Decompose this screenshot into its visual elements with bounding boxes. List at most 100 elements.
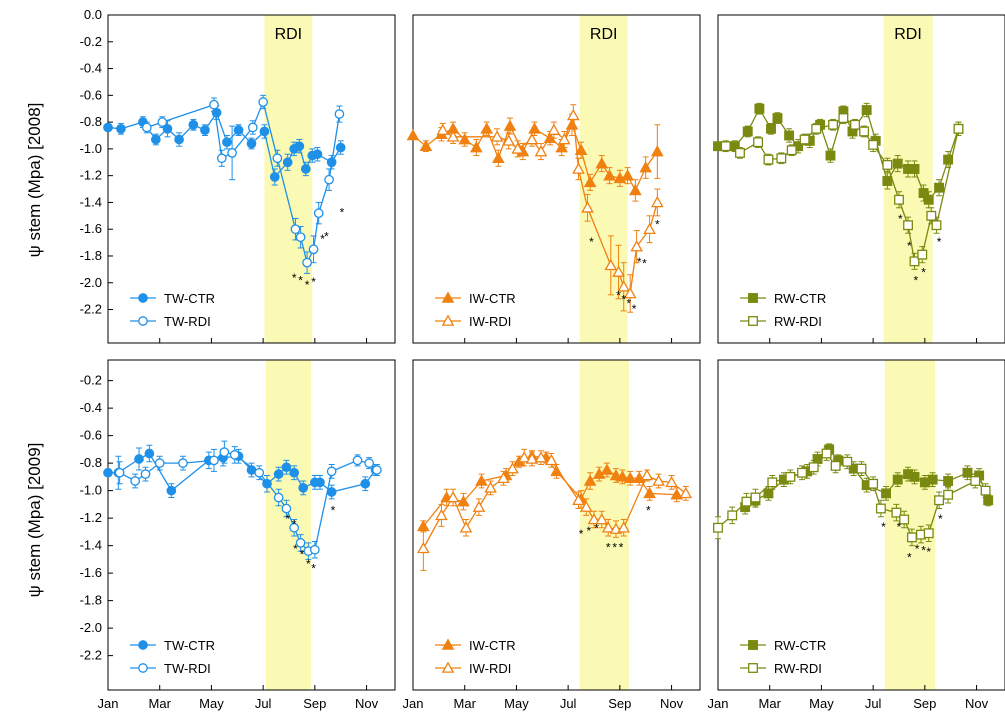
- data-point: [282, 157, 293, 168]
- data-point: [894, 194, 904, 205]
- data-point: [272, 153, 283, 164]
- x-tick-label: Sep: [303, 696, 326, 711]
- x-tick-label: Nov: [660, 696, 684, 711]
- data-point: [856, 463, 867, 474]
- data-point: [766, 123, 776, 134]
- data-point: [970, 476, 981, 486]
- data-point: [269, 172, 280, 182]
- significance-star: *: [897, 520, 902, 534]
- data-point: [595, 512, 609, 525]
- significance-star: *: [915, 542, 920, 556]
- legend-marker: [748, 663, 758, 673]
- data-point: [651, 145, 664, 157]
- y-tick-label: -1.0: [80, 141, 102, 156]
- data-point: [188, 119, 199, 130]
- y-tick-label: -2.2: [80, 648, 102, 663]
- x-tick-label: Jan: [708, 696, 729, 711]
- x-tick-label: Sep: [913, 696, 936, 711]
- significance-star: *: [594, 521, 599, 535]
- significance-star: *: [311, 275, 316, 289]
- data-point: [572, 493, 585, 506]
- data-point: [166, 485, 177, 496]
- legend-label: TW-CTR: [164, 638, 215, 653]
- series-rw-ctr: [740, 443, 994, 515]
- data-point: [713, 522, 723, 533]
- x-tick-label: Nov: [355, 696, 379, 711]
- y-axis-label-2008: ψ stem (Mpa) [2008]: [25, 103, 44, 258]
- legend-entry-iw-ctr: IW-CTR: [435, 638, 516, 653]
- data-point: [503, 119, 517, 131]
- legend-entry-rw-ctr: RW-CTR: [740, 638, 826, 653]
- plot-frame: [717, 359, 1005, 691]
- data-point: [612, 265, 625, 277]
- data-point: [881, 488, 892, 499]
- legend-marker: [138, 640, 148, 650]
- legend-label: RW-CTR: [774, 291, 826, 306]
- y-tick-label: -0.2: [80, 34, 102, 49]
- legend-marker: [138, 316, 148, 326]
- y-tick-label: -2.0: [80, 620, 102, 635]
- plot-frame: [412, 14, 701, 344]
- data-point: [785, 471, 796, 482]
- significance-star: *: [285, 512, 290, 526]
- data-point: [842, 456, 853, 467]
- data-point: [335, 142, 346, 153]
- data-point: [892, 474, 903, 485]
- data-point: [643, 486, 656, 499]
- data-point: [470, 141, 483, 153]
- data-point: [776, 153, 787, 164]
- data-point: [882, 159, 893, 170]
- data-point: [595, 157, 609, 169]
- data-point: [742, 126, 753, 137]
- x-tick-label: Mar: [759, 696, 782, 711]
- legend-marker: [441, 314, 455, 326]
- legend-label: IW-RDI: [469, 314, 511, 329]
- y-tick-label: -0.8: [80, 114, 102, 129]
- data-point: [528, 122, 541, 134]
- rdi-band: [265, 360, 311, 690]
- y-tick-label: -0.6: [80, 428, 102, 443]
- plot-frame: [107, 14, 396, 344]
- data-point: [918, 188, 929, 199]
- data-point: [309, 544, 320, 555]
- legend-entry-iw-ctr: IW-CTR: [435, 291, 516, 306]
- legend-marker: [748, 640, 758, 650]
- data-point: [209, 99, 219, 110]
- legend-marker: [441, 638, 455, 650]
- significance-star: *: [589, 235, 594, 249]
- panels: RDI 0.0 -0.2 -0.4 -0.6 -0.8 -1.0 -1.2 -1.4 -1.6 -1…: [80, 7, 1005, 711]
- y-tick-label: 0.0: [84, 7, 102, 22]
- y-tick-label: -1.2: [80, 510, 102, 525]
- data-point: [652, 474, 665, 486]
- series-tw-ctr: [103, 105, 346, 186]
- data-point: [497, 471, 510, 484]
- data-point: [720, 141, 731, 152]
- y-tick-label: -2.2: [80, 302, 102, 317]
- data-point: [601, 521, 615, 533]
- data-point: [290, 224, 301, 235]
- data-point: [574, 143, 588, 156]
- data-point: [581, 201, 594, 213]
- series-iw-rdi: [436, 104, 664, 313]
- data-point: [227, 148, 237, 158]
- y-tick-label: -0.6: [80, 87, 102, 102]
- data-point: [903, 220, 913, 231]
- data-point: [906, 532, 917, 543]
- data-point: [882, 176, 893, 186]
- data-point: [931, 220, 942, 231]
- x-tick-label: Jul: [560, 696, 577, 711]
- x-tick-label: Mar: [454, 696, 477, 711]
- data-point: [640, 468, 654, 481]
- data-point: [830, 460, 841, 471]
- data-point: [174, 134, 184, 145]
- data-point: [665, 475, 678, 488]
- data-point: [298, 483, 309, 493]
- data-point: [679, 486, 693, 499]
- data-point: [572, 162, 585, 174]
- legend-label: IW-RDI: [469, 661, 511, 676]
- data-point: [246, 138, 257, 149]
- significance-star: *: [642, 256, 647, 270]
- data-point: [517, 451, 531, 463]
- y-tick-label: -1.6: [80, 221, 102, 236]
- data-point: [962, 467, 973, 478]
